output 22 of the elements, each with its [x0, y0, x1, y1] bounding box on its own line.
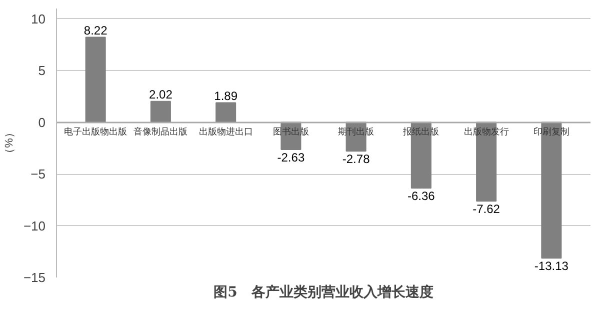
- x-tick-label: 音像制品出版: [134, 126, 188, 138]
- y-tick-label: 0: [38, 114, 46, 130]
- data-label: -2.78: [342, 152, 370, 166]
- data-label: -7.62: [472, 202, 500, 216]
- bar: [150, 100, 171, 123]
- data-label: -13.13: [534, 259, 569, 274]
- y-axis-title: （%）: [3, 127, 16, 159]
- data-label: 1.89: [214, 88, 238, 103]
- bar: [85, 36, 106, 123]
- y-tick-label: −5: [30, 166, 46, 182]
- x-tick-label: 出版物进出口: [198, 126, 253, 138]
- x-tick-label: 电子出版物出版: [64, 126, 128, 138]
- data-label: -2.63: [277, 150, 305, 165]
- text: 图5 各产业类别营业收入增长速度: [214, 284, 434, 300]
- y-tick-label: 5: [38, 63, 46, 78]
- data-label: 2.02: [149, 87, 173, 102]
- bar: [216, 102, 236, 123]
- y-tick-label: −15: [23, 270, 46, 285]
- y-tick-label: −10: [23, 218, 46, 234]
- data-label: -6.36: [408, 189, 436, 204]
- data-label: 8.22: [84, 23, 108, 38]
- y-tick-label: 10: [31, 11, 46, 26]
